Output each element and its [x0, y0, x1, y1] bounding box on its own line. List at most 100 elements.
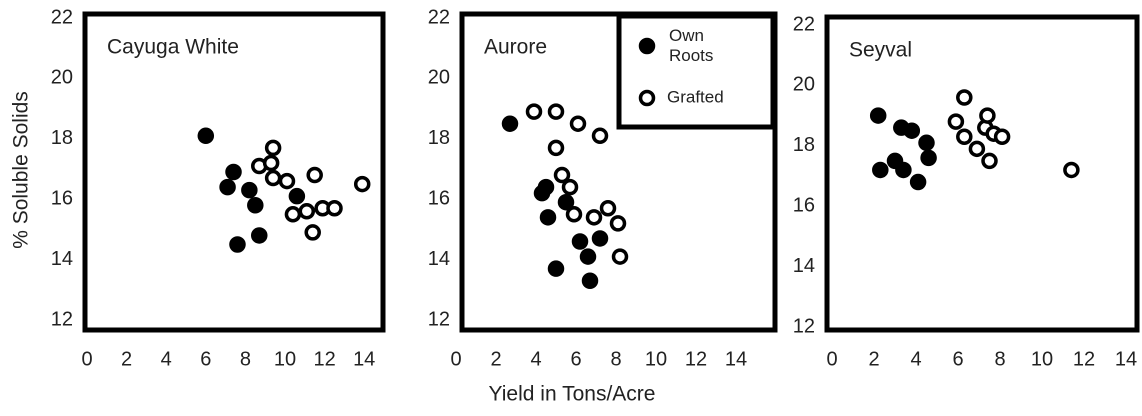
data-point: [918, 134, 935, 152]
data-point: [306, 166, 323, 184]
panel-title: Aurore: [484, 36, 547, 59]
data-point: [284, 206, 302, 223]
data-point: [247, 196, 264, 214]
y-tick-label: 18: [51, 127, 73, 149]
x-tick-label: 0: [450, 348, 461, 370]
y-axis-label: % Soluble Solids: [10, 91, 33, 249]
data-point: [298, 203, 316, 220]
x-tick-label: 10: [274, 348, 296, 370]
data-point: [903, 122, 921, 139]
y-tick-label: 22: [51, 6, 73, 28]
data-point: [1063, 161, 1080, 179]
data-point: [533, 184, 551, 202]
y-tick-label: 22: [428, 6, 450, 28]
y-tick-label: 12: [51, 308, 73, 330]
panel-title: Cayuga White: [107, 36, 239, 59]
x-tick-label: 4: [530, 348, 541, 370]
data-point: [571, 233, 589, 250]
data-point: [993, 128, 1011, 145]
data-point: [872, 161, 889, 179]
data-point: [579, 248, 597, 265]
x-tick-label: 2: [490, 348, 501, 370]
legend-box: [616, 13, 776, 130]
data-point: [225, 163, 242, 181]
data-point: [525, 103, 543, 120]
data-point: [264, 169, 282, 187]
y-tick-label: 16: [793, 194, 815, 216]
data-point: [909, 173, 927, 191]
data-point: [581, 272, 599, 289]
data-point: [278, 172, 296, 190]
data-point: [326, 200, 343, 217]
data-point: [264, 139, 282, 157]
x-tick-label: 14: [725, 348, 747, 370]
x-tick-label: 12: [313, 348, 335, 370]
y-tick-label: 16: [51, 187, 73, 209]
panel-frame: [824, 14, 1140, 333]
x-tick-label: 10: [645, 348, 667, 370]
data-point: [611, 248, 629, 265]
data-point: [501, 115, 519, 132]
panel-frame: [82, 11, 386, 333]
data-point: [229, 236, 246, 253]
data-point: [539, 209, 557, 226]
x-tick-label: 2: [868, 348, 879, 370]
data-point: [968, 140, 986, 158]
data-point: [241, 181, 258, 199]
y-tick-label: 22: [793, 13, 815, 35]
data-point: [981, 152, 998, 170]
x-tick-label: 12: [685, 348, 707, 370]
data-point: [920, 149, 937, 167]
legend-label: Grafted: [667, 87, 724, 106]
x-tick-label: 6: [570, 348, 581, 370]
data-point: [565, 206, 583, 223]
legend-label: Own Roots: [669, 26, 713, 65]
y-tick-label: 14: [793, 255, 815, 277]
data-point: [956, 89, 973, 106]
x-tick-label: 0: [81, 348, 92, 370]
x-axis-label: Yield in Tons/Acre: [489, 383, 656, 406]
x-tick-label: 8: [240, 348, 251, 370]
data-point: [304, 224, 321, 241]
x-tick-label: 12: [1073, 348, 1095, 370]
data-point: [262, 154, 280, 172]
x-tick-label: 14: [353, 348, 375, 370]
x-tick-label: 4: [161, 348, 172, 370]
data-point: [569, 115, 587, 132]
y-tick-label: 20: [51, 67, 73, 89]
data-point: [585, 209, 603, 226]
data-point: [553, 166, 571, 184]
y-tick-label: 12: [793, 315, 815, 337]
y-tick-label: 12: [428, 308, 450, 330]
data-point: [609, 215, 627, 232]
data-point: [947, 113, 965, 130]
data-point: [561, 178, 579, 196]
x-tick-label: 6: [952, 348, 963, 370]
x-tick-label: 8: [610, 348, 621, 370]
data-point: [353, 175, 371, 193]
data-point: [869, 107, 887, 124]
data-point: [979, 107, 996, 124]
y-tick-label: 14: [428, 248, 450, 270]
data-point: [557, 193, 575, 211]
data-point: [895, 161, 912, 179]
data-point: [956, 128, 973, 145]
data-point: [251, 227, 268, 244]
panel-title: Seyval: [849, 39, 912, 62]
x-tick-label: 4: [910, 348, 921, 370]
y-tick-label: 14: [51, 248, 73, 270]
data-point: [547, 103, 565, 120]
x-tick-label: 8: [994, 348, 1005, 370]
y-tick-label: 20: [428, 67, 450, 89]
legend-marker: [638, 89, 656, 107]
y-tick-label: 18: [428, 127, 450, 149]
y-tick-label: 16: [428, 187, 450, 209]
x-tick-label: 14: [1115, 348, 1137, 370]
data-point: [591, 230, 609, 247]
data-point: [591, 127, 609, 145]
x-tick-label: 6: [200, 348, 211, 370]
data-point: [547, 139, 565, 157]
x-tick-label: 0: [826, 348, 837, 370]
x-tick-label: 10: [1031, 348, 1053, 370]
